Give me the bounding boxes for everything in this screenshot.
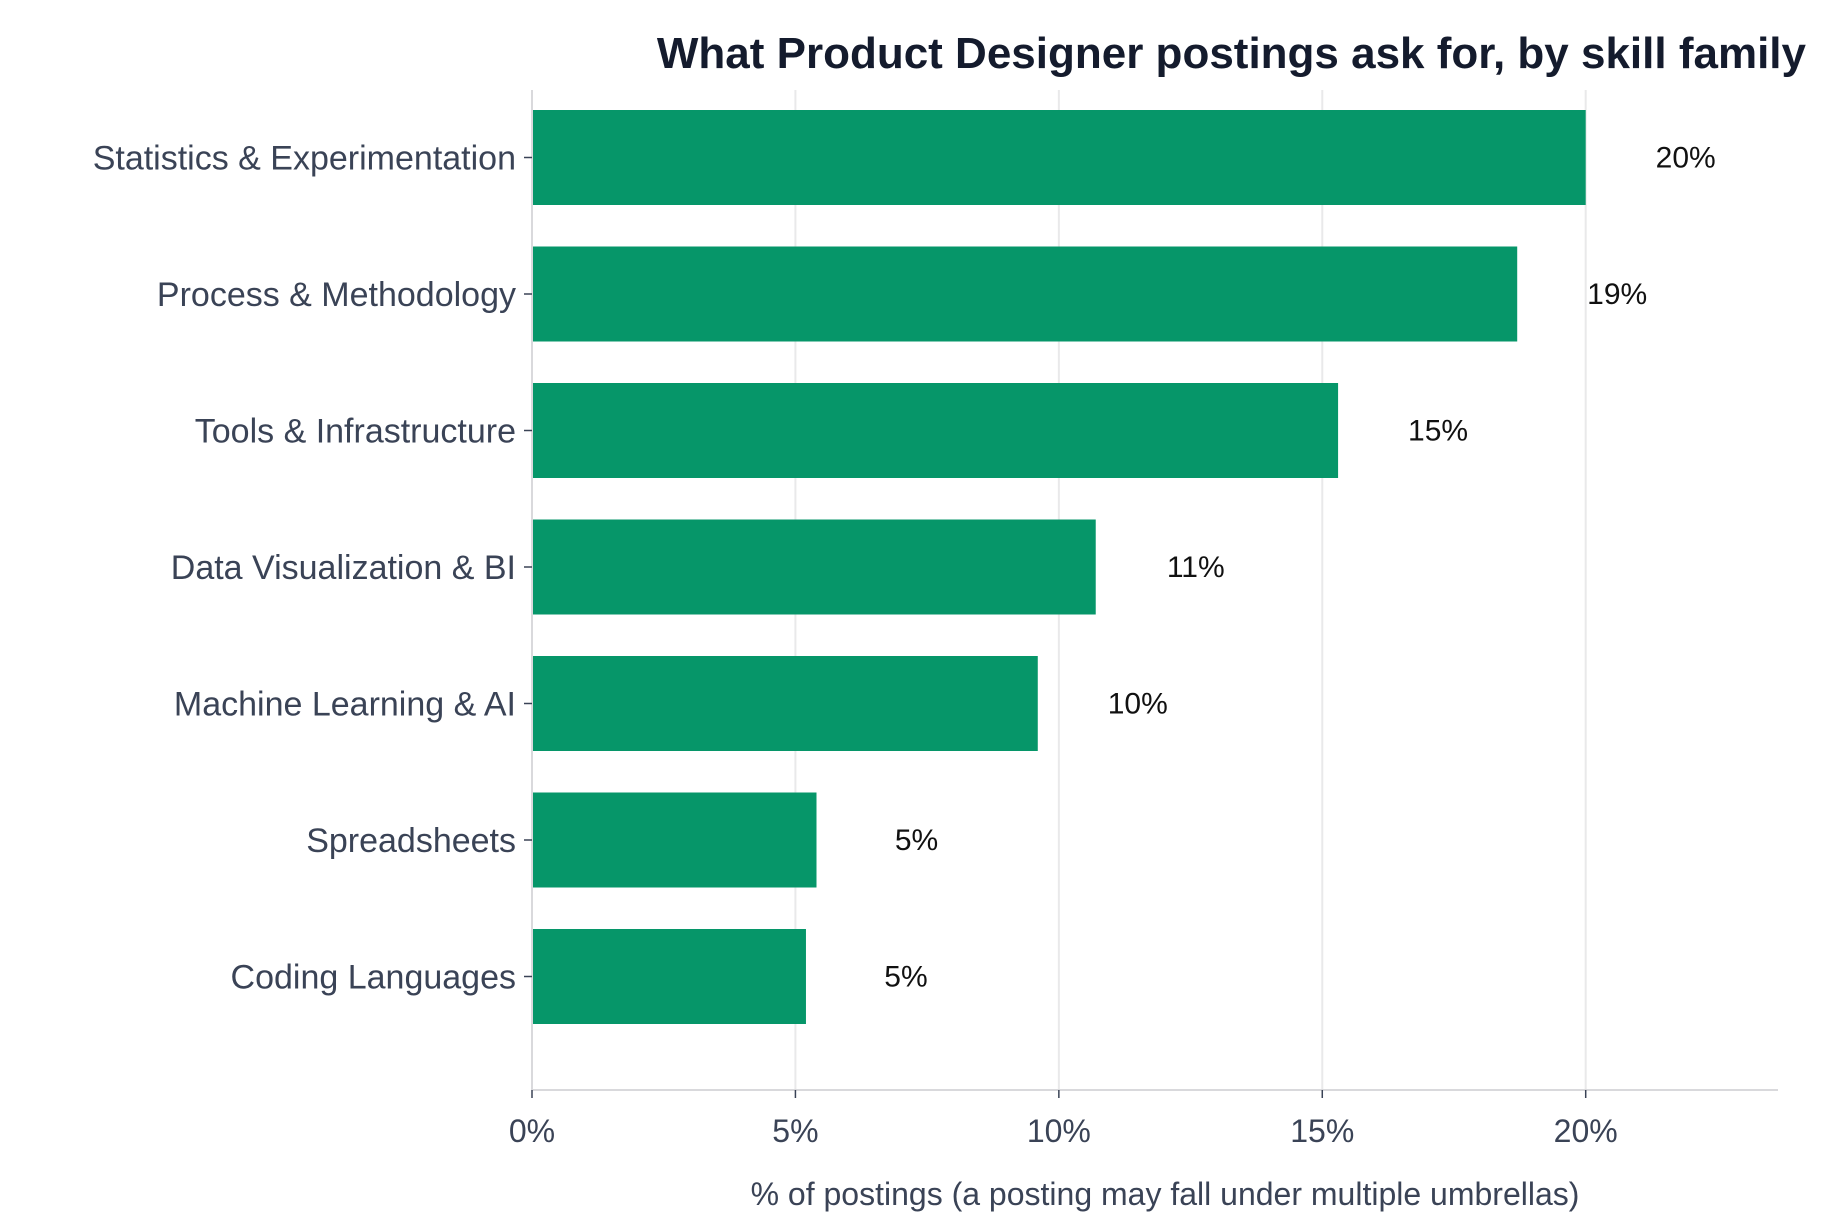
bar-0 bbox=[532, 110, 1586, 205]
bar-6 bbox=[532, 929, 806, 1024]
data-label-5: 5% bbox=[895, 824, 938, 857]
category-label-2: Tools & Infrastructure bbox=[195, 413, 516, 451]
x-axis-label: % of postings (a posting may fall under … bbox=[751, 1176, 1580, 1212]
data-label-6: 5% bbox=[884, 961, 927, 994]
chart-title: What Product Designer postings ask for, … bbox=[657, 29, 1807, 78]
y-axis-ticks: Statistics & Experimentation Process & Me… bbox=[93, 140, 532, 997]
bar-1 bbox=[532, 246, 1518, 342]
x-axis-ticks: 0% 5% 10% 15% 20% bbox=[509, 1090, 1618, 1149]
x-tick-label-4: 20% bbox=[1554, 1113, 1618, 1149]
bar-2 bbox=[532, 383, 1339, 478]
bar-5 bbox=[532, 792, 817, 888]
x-tick-label-0: 0% bbox=[509, 1113, 555, 1149]
bars bbox=[532, 110, 1586, 1024]
data-label-1: 19% bbox=[1587, 278, 1647, 311]
bar-4 bbox=[532, 656, 1038, 751]
data-label-0: 20% bbox=[1656, 142, 1716, 175]
category-label-6: Coding Languages bbox=[231, 959, 516, 997]
data-label-3: 11% bbox=[1167, 551, 1225, 584]
data-labels: 20% 19% 15% 11% 10% 5% 5% bbox=[884, 142, 1715, 994]
data-label-4: 10% bbox=[1108, 688, 1168, 721]
x-tick-label-3: 15% bbox=[1290, 1113, 1354, 1149]
category-label-0: Statistics & Experimentation bbox=[93, 140, 516, 178]
category-label-3: Data Visualization & BI bbox=[171, 549, 516, 587]
x-tick-label-1: 5% bbox=[772, 1113, 818, 1149]
data-label-2: 15% bbox=[1408, 415, 1468, 448]
category-label-5: Spreadsheets bbox=[306, 822, 516, 860]
category-label-4: Machine Learning & AI bbox=[174, 686, 516, 724]
bar-3 bbox=[532, 519, 1096, 615]
category-label-1: Process & Methodology bbox=[157, 276, 516, 314]
x-tick-label-2: 10% bbox=[1027, 1113, 1091, 1149]
